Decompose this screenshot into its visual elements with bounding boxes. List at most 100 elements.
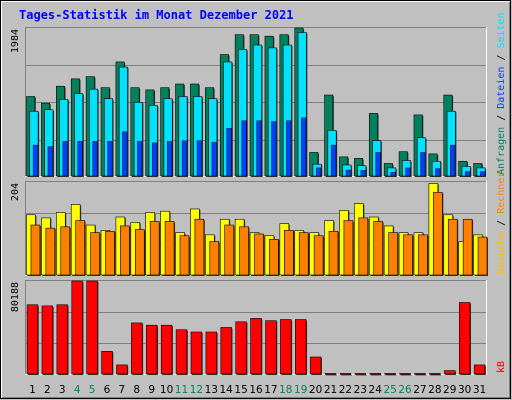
legend-part-0: Besuche <box>496 232 507 274</box>
bar-files-day-22 <box>345 169 351 177</box>
day-label-30: 30 <box>458 384 471 396</box>
bar-sites-day-15 <box>239 226 249 276</box>
bar-sites-day-25 <box>388 232 398 276</box>
bar-kbytes-day-15 <box>235 321 247 375</box>
legend-part-0: Anfragen <box>496 127 507 175</box>
bar-kbytes-day-27 <box>414 373 426 375</box>
bar-files-day-8 <box>137 141 143 177</box>
bar-kbytes-day-21 <box>324 373 337 375</box>
day-label-29: 29 <box>443 384 456 396</box>
bar-sites-day-24 <box>373 221 383 276</box>
bar-kbytes-day-10 <box>160 324 173 375</box>
bar-files-day-11 <box>181 140 187 177</box>
bar-files-day-1 <box>32 144 38 177</box>
bar-files-day-24 <box>375 152 381 177</box>
day-label-18: 18 <box>279 384 292 396</box>
day-label-22: 22 <box>339 384 352 396</box>
bar-files-day-30 <box>465 171 470 177</box>
bar-files-day-12 <box>196 140 202 177</box>
bar-kbytes-day-11 <box>175 329 188 375</box>
bar-sites-day-18 <box>284 230 294 276</box>
y-max-label-top: 1984 <box>10 29 21 53</box>
legend-part-2: Dateien <box>496 67 507 109</box>
bar-sites-day-20 <box>313 235 324 276</box>
legend-part-3: / <box>496 49 507 67</box>
bar-files-day-4 <box>77 141 83 177</box>
day-label-24: 24 <box>369 384 383 396</box>
day-label-6: 6 <box>104 384 111 396</box>
bar-kbytes-day-18 <box>280 319 292 375</box>
bar-files-day-3 <box>62 141 68 177</box>
day-label-13: 13 <box>205 384 218 396</box>
bar-sites-day-31 <box>477 236 488 276</box>
bar-files-day-16 <box>256 120 262 177</box>
bar-sites-day-23 <box>358 217 369 276</box>
series-legend-top: Anfragen / Dateien / Seiten <box>496 12 507 175</box>
bar-kbytes-day-6 <box>101 351 113 375</box>
bar-files-day-6 <box>107 141 113 177</box>
bar-files-day-18 <box>286 120 292 177</box>
day-label-20: 20 <box>309 384 322 396</box>
bar-kbytes-day-29 <box>444 370 456 375</box>
bar-kbytes-day-8 <box>131 322 143 375</box>
bar-files-day-21 <box>330 144 336 177</box>
bar-sites-day-19 <box>298 232 309 276</box>
day-labels: 1 2 3 4 5 6 7 8 9 10 11 12 13 14 15 16 17 18 19 20 21 22 23 24 2… <box>29 384 486 396</box>
bar-files-day-5 <box>92 141 98 177</box>
y-max-label-bottom: 80188 <box>10 282 21 312</box>
chart-panel-bottom: 80188 kB <box>10 280 507 376</box>
legend-part-0: kB <box>496 361 507 373</box>
day-label-5: 5 <box>89 384 96 396</box>
bar-kbytes-day-22 <box>339 373 352 375</box>
bar-sites-day-7 <box>120 225 130 276</box>
bar-sites-day-14 <box>224 224 234 276</box>
bar-sites-day-11 <box>179 235 190 276</box>
day-label-11: 11 <box>175 384 188 396</box>
bar-files-day-13 <box>211 141 217 177</box>
day-label-7: 7 <box>119 384 126 396</box>
bar-files-day-17 <box>271 121 277 177</box>
day-label-12: 12 <box>190 384 203 396</box>
series-legend-middle: Besuche / Rechner <box>496 172 507 274</box>
bar-kbytes-day-4 <box>71 280 83 375</box>
day-label-16: 16 <box>249 384 263 396</box>
bar-kbytes-day-23 <box>354 373 366 375</box>
day-label-2: 2 <box>44 384 51 396</box>
bar-files-day-28 <box>435 168 441 177</box>
bar-sites-day-4 <box>75 220 85 276</box>
bar-kbytes-day-31 <box>473 364 486 375</box>
bar-kbytes-day-30 <box>458 302 471 375</box>
bar-files-day-27 <box>420 152 426 177</box>
day-label-26: 26 <box>398 384 412 396</box>
bar-kbytes-day-16 <box>250 318 262 375</box>
bar-sites-day-12 <box>194 218 205 276</box>
bar-shadow <box>370 374 382 376</box>
day-label-10: 10 <box>160 384 173 396</box>
day-label-3: 3 <box>59 384 66 396</box>
day-label-19: 19 <box>294 384 307 396</box>
day-label-9: 9 <box>148 384 155 396</box>
bar-sites-day-16 <box>254 233 264 276</box>
bar-files-day-7 <box>122 131 128 177</box>
day-label-14: 14 <box>220 384 234 396</box>
bar-shadow <box>385 374 397 376</box>
bar-files-day-2 <box>47 146 53 177</box>
bar-kbytes-day-19 <box>295 319 307 375</box>
bar-kbytes-day-2 <box>41 305 54 375</box>
bar-kbytes-day-9 <box>146 324 158 375</box>
bar-kbytes-day-17 <box>265 320 277 375</box>
bar-sites-day-27 <box>418 234 428 276</box>
legend-part-2: Rechner <box>496 172 507 214</box>
bar-sites-day-28 <box>433 192 443 276</box>
bar-files-day-25 <box>390 172 396 177</box>
bar-files-day-14 <box>226 127 232 177</box>
legend-part-1: / <box>496 109 507 127</box>
bar-files-day-20 <box>316 167 321 177</box>
bar-sites-day-17 <box>269 239 279 276</box>
bar-shadow <box>355 374 367 376</box>
bar-files-day-26 <box>405 167 411 177</box>
bar-files-day-29 <box>450 144 456 177</box>
bar-kbytes-day-7 <box>116 364 128 375</box>
